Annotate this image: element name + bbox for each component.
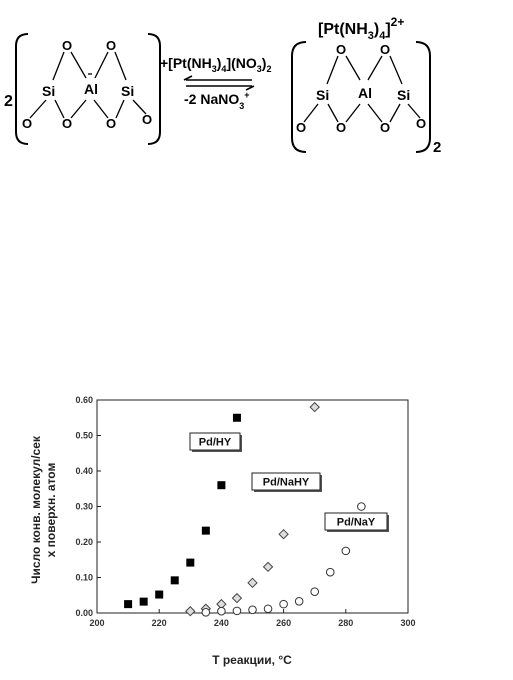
y-axis-title: Число конв. молекул/сек x поверхн. атом <box>29 435 58 584</box>
data-point-pd-nay <box>341 546 351 556</box>
oxygen-atom: O <box>106 116 116 131</box>
label-pd-hy: Pd/HY <box>199 437 232 449</box>
data-point-pd-nay <box>263 604 273 614</box>
ion-exchange-scheme: 2 O O Si Al Si O O O O +[Pt(NH3)4](NO3)2 <box>4 15 441 156</box>
left-atoms: O O Si Al Si O O O O <box>22 38 152 131</box>
x-tick-label: 260 <box>276 618 291 628</box>
x-tick-label: 220 <box>152 618 167 628</box>
right-close-bracket <box>415 41 431 153</box>
oxygen-atom: O <box>62 116 72 131</box>
data-point-pd-nahy <box>262 561 274 573</box>
y-tick-label: 0.50 <box>75 431 93 441</box>
data-point-pd-hy <box>155 590 164 599</box>
silicon-atom: Si <box>42 83 55 99</box>
data-point-pd-nahy <box>247 577 258 589</box>
data-point-pd-hy <box>139 597 148 606</box>
silicon-atom: Si <box>121 83 134 99</box>
label-pd-nay: Pd/NaY <box>337 517 376 529</box>
data-point-pd-hy <box>186 558 195 567</box>
y-axis-title-line2: x поверхн. атом <box>44 463 58 558</box>
oxygen-atom: O <box>142 112 152 127</box>
left-coefficient: 2 <box>4 93 13 110</box>
oxygen-atom: O <box>296 120 306 135</box>
y-tick-label: 0.40 <box>75 466 93 476</box>
aluminum-atom: Al <box>84 81 98 97</box>
platinum-complex-label: [Pt(NH3)4]2+ <box>318 15 404 42</box>
y-tick-label: 0.20 <box>75 537 93 547</box>
oxygen-atom: O <box>336 42 346 57</box>
data-point-pd-nay <box>325 567 335 577</box>
data-point-pd-hy <box>170 576 179 585</box>
oxygen-atom: O <box>106 38 116 53</box>
silicon-atom: Si <box>316 87 329 103</box>
right-coefficient: 2 <box>433 139 441 156</box>
oxygen-atom: O <box>416 116 426 131</box>
data-point-pd-hy <box>201 526 210 535</box>
oxygen-atom: O <box>380 42 390 57</box>
x-tick-label: 300 <box>400 618 415 628</box>
y-tick-label: 0.00 <box>75 608 93 618</box>
y-tick-label: 0.10 <box>75 573 93 583</box>
oxygen-atom: O <box>380 120 390 135</box>
silicon-atom: Si <box>397 87 410 103</box>
equilibrium-arrows <box>183 75 255 91</box>
label-pd-nay-box <box>324 512 388 531</box>
data-point-pd-nay <box>357 502 366 511</box>
x-tick-label: 240 <box>214 618 229 628</box>
data-point-pd-nay <box>279 599 288 609</box>
data-point-pd-nay <box>310 587 320 596</box>
data-point-pd-nay <box>294 596 304 606</box>
byproduct-label: -2 NaNO3+ <box>184 90 250 111</box>
right-open-bracket <box>291 41 307 153</box>
oxygen-atom: O <box>22 116 32 131</box>
y-tick-label: 0.30 <box>75 502 93 512</box>
data-point-pd-hy <box>232 413 241 422</box>
aluminum-atom: Al <box>358 85 372 101</box>
x-tick-label: 280 <box>338 618 353 628</box>
data-point-pd-nay <box>201 607 211 617</box>
label-pd-nahy-box <box>251 472 321 491</box>
oxygen-atom: O <box>62 38 72 53</box>
turnover-frequency-chart: 0.00 0.10 0.20 0.30 0.40 0.50 0.60 200 220 240 260… <box>29 395 416 667</box>
y-tick-label: 0.60 <box>75 395 93 405</box>
x-tick-label: 200 <box>89 618 104 628</box>
left-open-bracket <box>15 33 29 145</box>
y-axis-title-line1: Число конв. молекул/сек <box>29 435 43 584</box>
data-point-pd-hy <box>217 481 226 490</box>
right-bonds <box>303 55 421 123</box>
oxygen-atom: O <box>336 120 346 135</box>
left-bonds <box>29 51 147 119</box>
plot-area: 0.00 0.10 0.20 0.30 0.40 0.50 0.60 200 220 240 260… <box>75 395 415 628</box>
label-pd-nahy: Pd/NaHY <box>263 477 310 489</box>
right-atoms: O O Si Al Si O O O O <box>296 42 426 135</box>
data-point-pd-nay <box>217 606 226 616</box>
data-point-pd-hy <box>124 600 133 609</box>
x-axis-title: T реакции, °C <box>212 653 292 667</box>
data-point-pd-nahy <box>231 592 243 604</box>
data-point-pd-nay <box>232 606 242 616</box>
data-point-pd-nahy <box>278 528 289 540</box>
label-pd-hy-box <box>189 432 241 451</box>
data-point-pd-nahy <box>309 401 320 413</box>
data-point-pd-nay <box>248 605 257 615</box>
left-close-bracket <box>147 33 161 145</box>
reagent-label: +[Pt(NH3)4](NO3)2 <box>160 55 271 74</box>
data-point-pd-nahy <box>185 606 196 617</box>
